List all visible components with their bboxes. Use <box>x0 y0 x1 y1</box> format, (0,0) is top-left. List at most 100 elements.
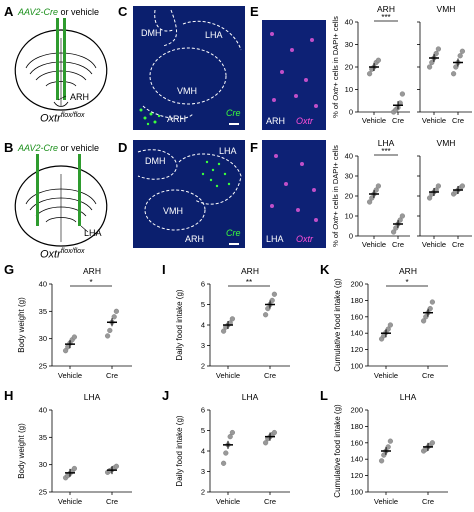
chart-right-top-right-point-1-0 <box>450 71 457 77</box>
chart-k-xtick-label-0: Vehicle <box>374 371 398 380</box>
genotype-gene-a: Oxtr <box>40 112 61 125</box>
chart-k-ytick-label-2: 140 <box>350 329 363 338</box>
chart-h-xtick-label-1: Cre <box>106 497 118 506</box>
genotype-gene-b: Oxtr <box>40 248 61 261</box>
chart-k-ytick-label-3: 160 <box>350 312 363 321</box>
brain-schematic-a <box>14 18 108 111</box>
chart-k-ytick-label-5: 200 <box>350 280 363 289</box>
chart-h-panel-label: H <box>4 388 13 403</box>
chart-right-bottom-title-right: VMH <box>437 138 456 148</box>
chart-j-title: LHA <box>242 392 259 402</box>
chart-i-ytick-label-4: 6 <box>201 280 205 289</box>
injection-suffix-b: or vehicle <box>58 143 100 153</box>
chart-l-xtick-label-1: Cre <box>422 497 434 506</box>
chart-l: L LHA Cumulative food intake (g) 100 120 140 1… <box>320 388 448 506</box>
chart-k: K ARH Cumulative food intake (g) 100 120 140 1… <box>320 262 448 380</box>
chart-j-ytick-label-2: 4 <box>201 447 205 456</box>
region-lha-d: LHA <box>219 146 237 156</box>
chart-j-point-0-3 <box>227 434 233 440</box>
chart-l-panel-label: L <box>320 388 328 403</box>
chart-k-point-1-4 <box>429 299 436 305</box>
chart-g: G ARH Body weight (g) 25 30 35 40 Vehicle Cre * <box>4 262 132 380</box>
chart-i-xtick-label-1: Cre <box>264 371 276 380</box>
chart-right-bottom-xtick-label-0: Vehicle <box>362 240 386 249</box>
chart-i: I ARH Daily food intake (g) 2 3 4 5 6 Vehicle Cre… <box>162 262 290 380</box>
chart-right-top-xtick-label-1: Cre <box>392 116 404 125</box>
region-dmh-d: DMH <box>145 156 166 166</box>
panel-label-c: C <box>118 4 128 19</box>
chart-g-point-0-4 <box>71 334 78 340</box>
chart-g-ytick-label-1: 30 <box>39 334 47 343</box>
micrograph-e: ARH Oxtr <box>262 20 326 130</box>
chart-j-point-0-1 <box>223 450 229 456</box>
chart-i-xtick-label-0: Vehicle <box>216 371 240 380</box>
chart-right-bottom-ytick-label-3: 30 <box>345 172 353 181</box>
chart-l-ytick-label-2: 140 <box>350 455 363 464</box>
chart-l-ytick-label-5: 200 <box>350 406 363 415</box>
chart-k-xtick-label-1: Cre <box>422 371 434 380</box>
chart-h-title: LHA <box>84 392 101 402</box>
chart-right-top-xtick-label-2: Vehicle <box>422 116 446 125</box>
chart-l-point-0-4 <box>387 438 394 444</box>
chart-g-point-0-0 <box>62 348 69 354</box>
chart-right-bottom-xtick-label-1: Cre <box>392 240 404 249</box>
panel-label-e: E <box>250 4 259 19</box>
chart-right-top-right-point-1-4 <box>459 48 466 54</box>
chart-j-xtick-label-0: Vehicle <box>216 497 240 506</box>
chart-right-bottom-ytick-label-4: 40 <box>345 152 353 161</box>
chart-g-xtick-label-1: Cre <box>106 371 118 380</box>
chart-l-point-0-3 <box>385 444 391 450</box>
chart-right-bottom-ytick-label-2: 20 <box>345 192 353 201</box>
chart-i-ylabel: Daily food intake (g) <box>175 289 184 360</box>
chart-i-point-1-3 <box>269 297 275 304</box>
chart-l-ytick-label-0: 100 <box>350 488 363 497</box>
chart-i-title: ARH <box>241 266 259 276</box>
chart-l-point-1-4 <box>429 440 436 446</box>
chart-g-ytick-label-0: 25 <box>39 362 47 371</box>
chart-right-top-ytick-label-2: 20 <box>345 63 353 72</box>
chart-i-point-1-0 <box>262 312 269 318</box>
chart-l-ytick-label-4: 180 <box>350 422 363 431</box>
chart-f-quant: % of Oxtr+ cells in DAPI+ cells 0 10 20 30 40… <box>331 138 472 249</box>
chart-g-ytick-label-3: 40 <box>39 280 47 289</box>
panel-label-d: D <box>118 140 128 155</box>
region-label-a: ARH <box>70 92 90 102</box>
chart-right-top-title-right: VMH <box>437 4 456 14</box>
chart-right-bottom-sig-label: *** <box>381 147 390 156</box>
micrograph-d: DMH LHA VMH ARH Cre <box>133 140 245 248</box>
micrograph-f: LHA Oxtr <box>262 140 326 248</box>
chart-j: J LHA Daily food intake (g) 2 3 4 5 6 Vehicle Cre <box>162 388 290 506</box>
panel-label-f: F <box>250 140 258 155</box>
chart-i-sig-label: ** <box>246 278 252 287</box>
chart-k-panel-label: K <box>320 262 330 277</box>
chart-j-xtick-label-1: Cre <box>264 497 276 506</box>
chart-i-point-0-4 <box>229 316 236 322</box>
chart-right-top-left-point-0-0 <box>366 71 373 77</box>
chart-e-quant: % of Oxtr+ cells in DAPI+ cells 0 10 20 30 40… <box>331 4 472 125</box>
chart-right-bottom-left-point-1-4 <box>399 213 406 219</box>
chart-h-ytick-label-3: 40 <box>39 406 47 415</box>
chart-right-top-right-point-1-3 <box>457 53 463 59</box>
chart-k-point-1-3 <box>427 305 433 312</box>
chart-g-ylabel: Body weight (g) <box>17 297 26 353</box>
chart-right-top-right-point-0-1 <box>429 59 435 66</box>
injection-suffix-a: or vehicle <box>58 7 100 17</box>
chart-right-bottom-left-point-0-0 <box>366 199 373 205</box>
chart-right-top-ylabel: % of Oxtr+ cells in DAPI+ cells <box>331 16 340 118</box>
chart-right-top-right-point-0-3 <box>433 50 439 57</box>
chart-j-point-0-0 <box>220 460 227 466</box>
chart-right-top-left-point-0-4 <box>375 57 382 63</box>
injection-virus-a: AAV2-Cre <box>18 7 59 17</box>
chart-i-ytick-label-0: 2 <box>201 362 205 371</box>
chart-right-top-ytick-label-4: 40 <box>345 18 353 27</box>
injection-label-a: AAV2-Cre or vehicle <box>18 7 99 17</box>
chart-h-xtick-label-0: Vehicle <box>58 497 82 506</box>
chart-h: H LHA Body weight (g) 25 30 35 40 Vehicle Cre <box>4 388 132 506</box>
panel-label-a: A <box>4 4 14 19</box>
chart-right-top-xtick-label-0: Vehicle <box>362 116 386 125</box>
chart-i-point-1-4 <box>271 291 278 297</box>
chart-i-ytick-label-3: 5 <box>201 300 205 309</box>
scale-bar-c <box>229 123 239 125</box>
chart-g-point-1-1 <box>107 327 113 334</box>
micrograph-c: DMH LHA VMH ARH Cre <box>133 6 245 130</box>
